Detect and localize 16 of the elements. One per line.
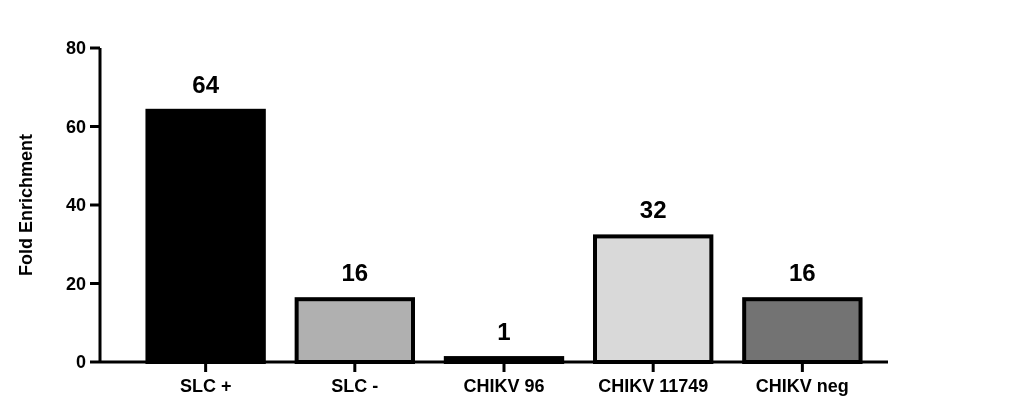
data-label: 16 (341, 259, 369, 287)
data-label: 64 (192, 70, 220, 98)
data-label: 1 (497, 318, 511, 346)
x-tick-label: CHIKV 11749 (598, 376, 709, 396)
y-axis-title: Fold Enrichment (16, 133, 36, 277)
data-label: 32 (639, 196, 667, 224)
x-tick-label: CHIKV 96 (463, 376, 545, 396)
x-tick-label: CHIKV neg (755, 376, 849, 396)
y-tick-label: 20 (65, 273, 86, 294)
y-tick-label: 60 (65, 116, 86, 137)
x-tick-label: SLC - (331, 376, 379, 396)
y-tick-label: 80 (65, 38, 86, 59)
data-label: 16 (789, 259, 816, 287)
y-tick-label: 0 (75, 352, 86, 373)
x-tick-label: SLC + (179, 376, 232, 396)
y-tick-label: 40 (65, 195, 86, 216)
